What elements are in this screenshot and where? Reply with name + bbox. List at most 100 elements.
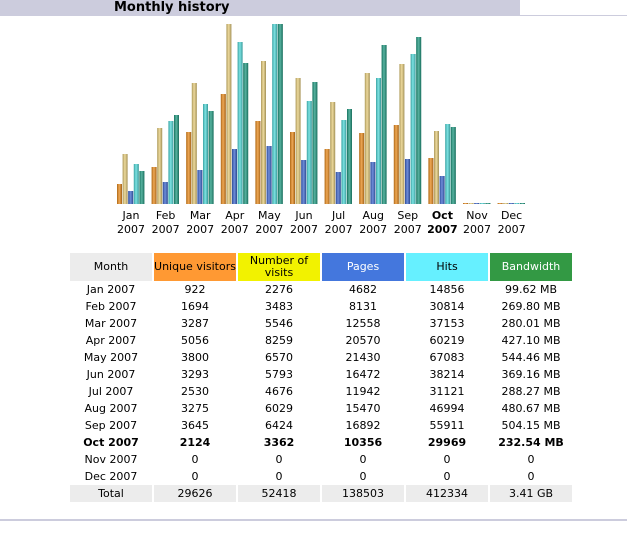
row-month-cell: Apr 2007 (85, 334, 137, 347)
bar-shade (243, 63, 249, 204)
bar-shade (162, 182, 168, 204)
bar-shade (133, 164, 139, 204)
table-row: Oct 2007 2124 3362 10356 29969 232.54 MB (70, 434, 572, 451)
x-label-year: 2007 (290, 223, 318, 236)
chart-x-labels: Jan2007Feb2007Mar2007Apr2007May2007Jun20… (117, 209, 526, 236)
bar-shade (324, 149, 330, 204)
row-value-cell: 16892 (345, 419, 381, 432)
x-label-year: 2007 (394, 223, 422, 236)
table-row: Mar 2007 3287 5546 12558 37153 280.01 MB (70, 315, 572, 332)
row-value-cell: 46994 (429, 402, 465, 415)
monthly-history-chart: Jan2007Feb2007Mar2007Apr2007May2007Jun20… (117, 24, 526, 236)
bar-shade (508, 203, 514, 204)
x-label-year: 2007 (359, 223, 387, 236)
x-label-month: Oct (432, 209, 453, 222)
row-value-cell: 3645 (181, 419, 209, 432)
total-value-cell: 412334 (406, 485, 488, 502)
x-label-year: 2007 (325, 223, 353, 236)
bar-shade (295, 78, 301, 204)
bar-shade (330, 102, 336, 204)
row-value-cell: 480.67 MB (501, 402, 561, 415)
bar-shade (301, 160, 307, 204)
bar-shade (393, 125, 399, 204)
table-row: Nov 2007 0 0 0 0 0 (70, 451, 572, 468)
table-row: Jan 2007 922 2276 4682 14856 99.62 MB (70, 281, 572, 298)
bar-shade (428, 158, 434, 204)
bar-shade (463, 203, 468, 204)
row-value-cell: 10356 (343, 436, 383, 449)
bar-shade (468, 203, 474, 204)
table-total-row: Total 29626 52418 138503 412334 3.41 GB (70, 485, 572, 502)
header-number-of-visits: Number of visits (238, 253, 320, 281)
row-value-cell: 0 (359, 470, 367, 483)
bar-shade (208, 111, 214, 204)
total-value-cell: 52418 (238, 485, 320, 502)
bar-shade (290, 132, 295, 204)
row-value-cell: 16472 (345, 368, 381, 381)
row-value-cell: 2124 (179, 436, 211, 449)
x-label-month: May (258, 209, 281, 222)
row-value-cell: 5793 (265, 368, 293, 381)
x-label-month: Sep (397, 209, 418, 222)
row-value-cell: 60219 (429, 334, 465, 347)
bar-shade (485, 203, 491, 204)
row-value-cell: 6570 (265, 351, 293, 364)
row-value-cell: 288.27 MB (501, 385, 561, 398)
top-rule (520, 15, 627, 16)
row-value-cell: 3275 (181, 402, 209, 415)
bar-shade (381, 45, 387, 204)
row-value-cell: 0 (275, 453, 283, 466)
row-value-cell: 20570 (345, 334, 381, 347)
bar-shade (220, 94, 226, 204)
row-value-cell: 99.62 MB (504, 283, 558, 296)
row-month-cell: Jan 2007 (86, 283, 136, 296)
bar-shade (255, 121, 261, 204)
total-value-cell: 29626 (154, 485, 236, 502)
chart-bars (117, 24, 525, 204)
table-row: Feb 2007 1694 3483 8131 30814 269.80 MB (70, 298, 572, 315)
table-row: Dec 2007 0 0 0 0 0 (70, 468, 572, 485)
bar-shade (410, 54, 416, 204)
bar-shade (306, 101, 312, 204)
row-value-cell: 232.54 MB (498, 436, 564, 449)
row-value-cell: 55911 (429, 419, 465, 432)
header-hits: Hits (406, 253, 488, 281)
row-month-cell: Nov 2007 (84, 453, 138, 466)
bar-shade (450, 127, 456, 204)
section-title: Monthly history (114, 0, 230, 15)
row-value-cell: 4676 (265, 385, 293, 398)
row-value-cell: 11942 (345, 385, 381, 398)
row-value-cell: 2276 (265, 283, 293, 296)
row-value-cell: 15470 (345, 402, 381, 415)
row-value-cell: 269.80 MB (501, 300, 561, 313)
bar-shade (347, 109, 352, 204)
row-value-cell: 544.46 MB (501, 351, 561, 364)
row-value-cell: 1694 (181, 300, 209, 313)
row-value-cell: 38214 (429, 368, 465, 381)
bar-shade (341, 120, 347, 204)
x-label-year: 2007 (186, 223, 214, 236)
bar-shade (174, 115, 179, 204)
total-value-cell: 3.41 GB (490, 485, 572, 502)
x-label-month: Dec (501, 209, 522, 222)
bar-shade (405, 159, 410, 204)
bar-shade (370, 162, 376, 204)
bar-shade (439, 176, 445, 204)
row-value-cell: 0 (191, 470, 199, 483)
x-label-year: 2007 (427, 223, 458, 236)
table-row: May 2007 3800 6570 21430 67083 544.46 MB (70, 349, 572, 366)
row-value-cell: 3362 (263, 436, 295, 449)
bar-shade (203, 104, 208, 204)
bar-shade (312, 82, 318, 204)
row-value-cell: 2530 (181, 385, 209, 398)
row-month-cell: Sep 2007 (84, 419, 138, 432)
bar-shade (266, 146, 272, 204)
row-value-cell: 0 (275, 470, 283, 483)
row-value-cell: 21430 (345, 351, 381, 364)
bar-shade (151, 167, 157, 204)
bar-shade (364, 73, 370, 204)
row-value-cell: 30814 (429, 300, 465, 313)
row-value-cell: 0 (443, 453, 451, 466)
row-value-cell: 3293 (181, 368, 209, 381)
bar-shade (520, 203, 525, 204)
